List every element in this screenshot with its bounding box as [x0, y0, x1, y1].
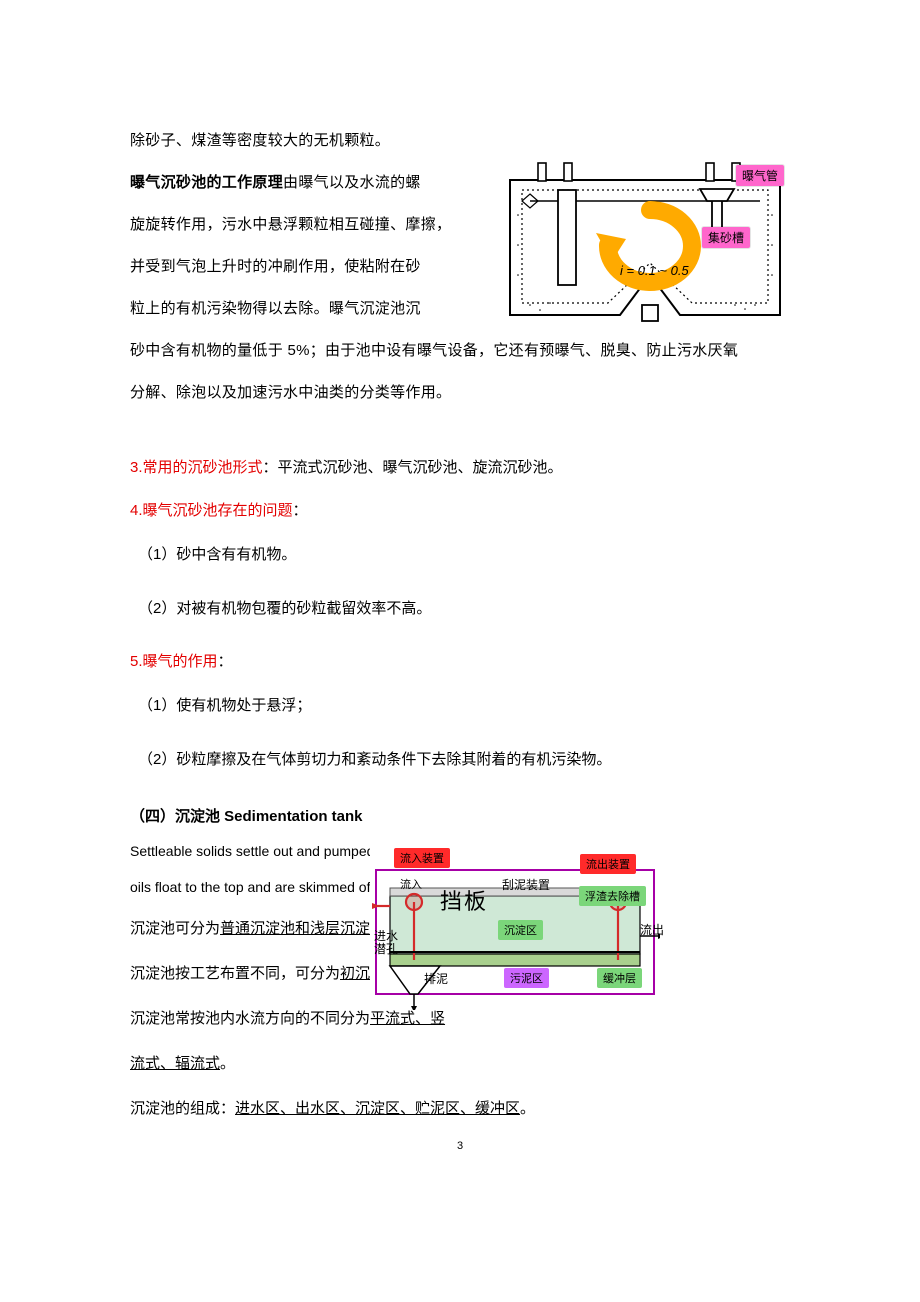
section-6-heading: （四）沉淀池 Sedimentation tank	[130, 805, 790, 826]
section-4-heading: 4.曝气沉砂池存在的问题：	[130, 499, 790, 520]
para2f: 分解、除泡以及加速污水中油类的分类等作用。	[130, 372, 790, 414]
label-inflow-text: 进水潜孔	[374, 930, 400, 956]
para2d: 粒上的有机污染物得以去除。曝气沉淀池沉	[130, 288, 500, 330]
paragraph-aeration-principle: 曝气沉砂池的工作原理由曝气以及水流的螺	[130, 162, 500, 204]
para2c: 并受到气泡上升时的冲刷作用，使粘附在砂	[130, 246, 500, 288]
label-outflow-text: 流出	[640, 924, 666, 937]
para2e: 砂中含有机物的量低于 5%；由于池中设有曝气设备，它还有预曝气、脱臭、防止污水厌…	[130, 330, 790, 372]
label-outflow-device: 流出装置	[580, 854, 636, 874]
label-sludge-zone: 污泥区	[504, 968, 549, 988]
s4-item-2: （2）对被有机物包覆的砂粒截留效率不高。	[138, 589, 790, 628]
page-number: 3	[130, 1140, 790, 1152]
para2b: 旋旋转作用，污水中悬浮颗粒相互碰撞、摩擦，	[130, 204, 500, 246]
label-discharge: 排泥	[424, 970, 448, 987]
label-baffle: 挡板	[440, 884, 488, 916]
label-skim-trough: 浮渣去除槽	[579, 886, 646, 906]
s5-item-2: （2）砂粒摩擦及在气体剪切力和紊动条件下去除其附着的有机污染物。	[138, 740, 790, 779]
s4-item-1: （1）砂中含有有机物。	[138, 535, 790, 574]
label-sand-trough: 集砂槽	[702, 227, 750, 248]
section-5-heading: 5.曝气的作用：	[130, 650, 790, 671]
section-3-heading: 3.常用的沉砂池形式：平流式沉砂池、曝气沉砂池、旋流沉砂池。	[130, 456, 790, 477]
aeration-principle-heading: 曝气沉砂池的工作原理	[130, 174, 283, 191]
s5-item-1: （1）使有机物处于悬浮；	[138, 686, 790, 725]
figure-aeration-tank: i = 0.1 ~ 0.5 曝气管 集砂槽	[500, 155, 790, 335]
label-settle-zone: 沉淀区	[498, 920, 543, 940]
label-aeration-pipe: 曝气管	[736, 165, 784, 186]
label-inflow-short: 流入	[400, 876, 422, 892]
figure-sedimentation-tank: 流入装置 流出装置 挡板 刮泥装置 浮渣去除槽 沉淀区 污泥区 缓冲层 进水潜孔…	[370, 840, 660, 1010]
sed-p4: 沉淀池的组成：进水区、出水区、沉淀区、贮泥区、缓冲区。	[130, 1089, 790, 1128]
label-buffer-layer: 缓冲层	[597, 968, 642, 988]
sed-p3b: 流式、辐流式。	[130, 1044, 790, 1083]
svg-text:i = 0.1 ~ 0.5: i = 0.1 ~ 0.5	[620, 263, 689, 278]
label-inflow-device: 流入装置	[394, 848, 450, 868]
label-scraper: 刮泥装置	[502, 876, 550, 893]
